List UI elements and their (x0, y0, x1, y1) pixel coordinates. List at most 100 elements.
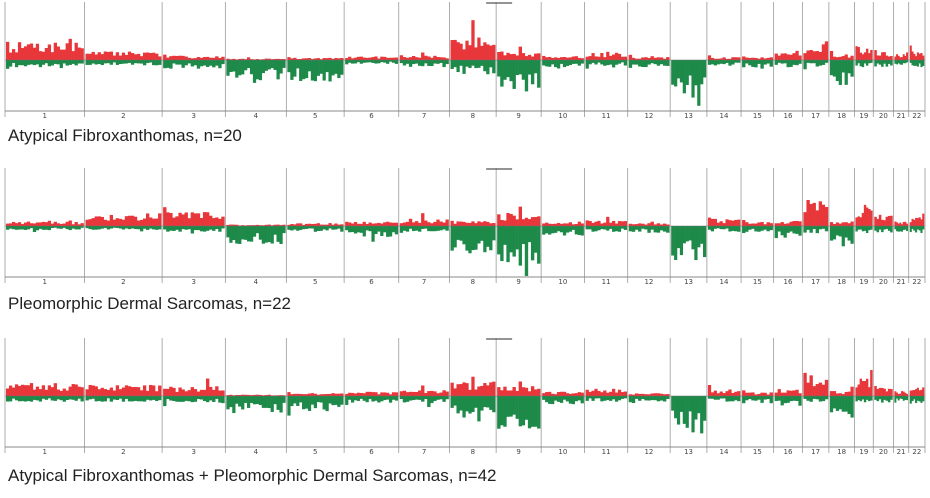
loss-bar (142, 396, 147, 402)
gain-bar (50, 52, 55, 60)
loss-bar (29, 396, 34, 402)
gain-bar (212, 389, 216, 396)
gain-bar (91, 385, 95, 396)
loss-bar (241, 226, 245, 240)
gain-bar (325, 224, 329, 226)
loss-bar (178, 60, 182, 65)
gain-bar (313, 223, 318, 226)
gain-bar (158, 213, 162, 226)
loss-bar (832, 60, 837, 77)
loss-bar (71, 396, 75, 400)
loss-bar (68, 396, 72, 400)
chromosome-label: 12 (644, 278, 653, 286)
loss-bar (915, 226, 918, 233)
gain-bar (218, 58, 222, 60)
loss-bar (386, 226, 390, 237)
loss-bar (152, 396, 156, 400)
loss-bar (483, 226, 487, 253)
gain-bar (136, 53, 141, 60)
loss-bar (462, 396, 466, 418)
gain-bar (462, 49, 466, 60)
gain-bar (829, 50, 834, 60)
loss-bar (184, 60, 188, 66)
gain-bar (205, 212, 210, 226)
gain-bar (229, 224, 233, 226)
loss-bar (158, 60, 162, 65)
loss-bar (815, 60, 819, 67)
gain-bar (774, 392, 778, 396)
loss-bar (883, 60, 886, 64)
gain-bar (859, 217, 863, 226)
gain-bar (100, 216, 104, 226)
loss-bar (694, 396, 698, 420)
gain-bar (290, 58, 294, 60)
gain-bar (115, 52, 120, 60)
loss-bar (202, 226, 207, 232)
gain-bar (795, 220, 799, 226)
loss-bar (229, 396, 233, 408)
loss-bar (641, 396, 645, 400)
loss-bar (486, 226, 490, 247)
loss-bar (653, 226, 658, 233)
gain-bar (524, 56, 529, 60)
gain-bar (777, 389, 781, 396)
chromosome-label: 5 (313, 112, 317, 120)
loss-bar (94, 396, 98, 402)
gain-bar (757, 58, 761, 60)
gain-bar (368, 57, 372, 60)
chromosome-label: 6 (369, 278, 374, 286)
loss-bar (766, 60, 770, 64)
loss-bar (241, 396, 245, 410)
chromosome-label: 3 (191, 112, 195, 120)
gain-bar (383, 56, 387, 60)
gain-bar (71, 51, 75, 60)
gain-bar (175, 391, 179, 396)
loss-bar (614, 226, 619, 232)
loss-bar (521, 396, 526, 426)
loss-bar (282, 60, 286, 68)
gain-bar (331, 58, 335, 60)
gain-bar (713, 218, 717, 226)
gain-bar (896, 222, 899, 226)
loss-bar (304, 226, 309, 229)
gain-bar (906, 52, 909, 60)
loss-bar (694, 60, 698, 86)
loss-bar (906, 226, 909, 232)
gain-bar (809, 204, 813, 226)
gain-bar (465, 40, 469, 60)
gain-bar (430, 223, 434, 226)
gain-bar (264, 395, 268, 396)
chromosome-label: 11 (602, 112, 611, 120)
gain-bar (175, 216, 179, 226)
loss-bar (172, 60, 176, 64)
gain-bar (187, 218, 191, 226)
gain-bar (634, 58, 639, 60)
gain-bar (38, 51, 43, 60)
gain-bar (521, 219, 526, 226)
loss-bar (414, 396, 419, 400)
chromosome-label: 8 (471, 112, 475, 120)
gain-bar (838, 56, 842, 60)
loss-bar (688, 226, 692, 241)
loss-bar (885, 60, 889, 67)
loss-bar (659, 226, 664, 231)
gain-bar (130, 387, 135, 396)
gain-bar (537, 53, 541, 60)
gain-bar (774, 53, 778, 60)
gain-bar (133, 387, 138, 396)
gain-bar (512, 387, 516, 396)
loss-bar (617, 60, 622, 64)
loss-bar (453, 226, 457, 248)
loss-bar (299, 60, 303, 81)
loss-bar (115, 396, 120, 400)
loss-bar (362, 396, 366, 401)
chromosome-label: 17 (811, 278, 820, 286)
gain-bar (542, 223, 546, 226)
gain-bar (178, 212, 182, 226)
loss-bar (731, 396, 735, 402)
loss-bar (218, 60, 222, 69)
loss-bar (865, 396, 869, 400)
gain-bar (462, 221, 466, 226)
loss-bar (737, 396, 741, 402)
loss-bar (585, 226, 589, 230)
